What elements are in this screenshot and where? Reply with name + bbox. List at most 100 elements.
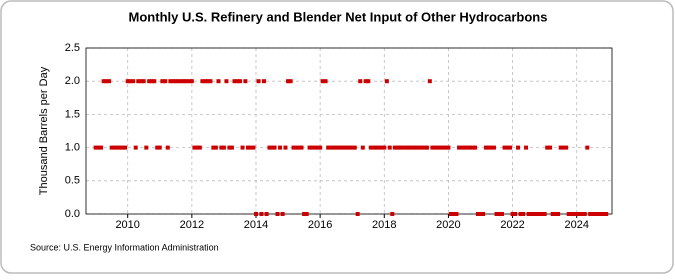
- point: [344, 145, 349, 150]
- point: [556, 212, 561, 216]
- point: [99, 145, 104, 150]
- point: [398, 145, 403, 150]
- point: [123, 145, 128, 150]
- point: [582, 212, 587, 216]
- point: [160, 79, 165, 84]
- point: [451, 212, 456, 216]
- point: [414, 145, 419, 150]
- point: [187, 79, 192, 84]
- point: [462, 145, 467, 150]
- point: [505, 145, 510, 150]
- y-axis-label: Thousand Barrels per Day: [38, 66, 50, 195]
- point: [227, 145, 232, 150]
- point: [101, 79, 106, 84]
- point: [294, 145, 299, 150]
- point: [310, 145, 315, 150]
- point: [363, 79, 368, 84]
- point: [112, 145, 117, 150]
- point: [392, 145, 397, 150]
- point: [262, 79, 267, 84]
- point: [467, 145, 472, 150]
- y-tick-label: 1.5: [65, 108, 80, 120]
- point: [208, 79, 213, 84]
- point: [342, 145, 347, 150]
- point: [382, 145, 387, 150]
- point: [395, 145, 400, 150]
- point: [176, 79, 181, 84]
- point: [243, 79, 248, 84]
- point: [481, 212, 486, 216]
- point: [580, 212, 585, 216]
- point: [478, 212, 483, 216]
- point: [291, 145, 296, 150]
- point: [213, 145, 218, 150]
- point: [109, 145, 114, 150]
- point: [483, 145, 488, 150]
- point: [136, 79, 141, 84]
- point: [117, 145, 122, 150]
- point: [508, 145, 513, 150]
- point: [334, 145, 339, 150]
- point: [216, 79, 221, 84]
- point: [328, 145, 333, 150]
- point: [168, 79, 173, 84]
- plot-border: [85, 47, 613, 215]
- point: [416, 145, 421, 150]
- y-tick-label: 0.0: [65, 208, 80, 220]
- point: [390, 212, 395, 216]
- point: [251, 145, 256, 150]
- point: [553, 212, 558, 216]
- point: [604, 212, 609, 216]
- x-tick-label: 2022: [500, 219, 524, 231]
- point: [486, 145, 491, 150]
- point: [307, 145, 312, 150]
- point: [347, 145, 352, 150]
- point: [264, 212, 269, 216]
- point: [128, 79, 133, 84]
- point: [588, 212, 593, 216]
- source: Source: U.S. Energy Information Administ…: [30, 242, 219, 252]
- point: [229, 145, 234, 150]
- point: [256, 79, 261, 84]
- point: [224, 79, 229, 84]
- point: [366, 79, 371, 84]
- point: [211, 145, 216, 150]
- point: [537, 212, 542, 216]
- point: [376, 145, 381, 150]
- point: [360, 145, 365, 150]
- point: [577, 212, 582, 216]
- point: [200, 79, 205, 84]
- point: [304, 212, 309, 216]
- point: [572, 212, 577, 216]
- point: [275, 212, 280, 216]
- point: [232, 79, 237, 84]
- point: [326, 145, 331, 150]
- point: [473, 145, 478, 150]
- point: [141, 79, 146, 84]
- point: [318, 145, 323, 150]
- point: [315, 145, 320, 150]
- point: [221, 145, 226, 150]
- point: [267, 145, 272, 150]
- point: [197, 145, 202, 150]
- point: [411, 145, 416, 150]
- point: [272, 145, 277, 150]
- point: [566, 212, 571, 216]
- y-tick-label: 2.5: [65, 42, 80, 54]
- point: [585, 145, 590, 150]
- point: [502, 145, 507, 150]
- point: [355, 212, 360, 216]
- point: [548, 145, 553, 150]
- point: [312, 145, 317, 150]
- point: [184, 79, 189, 84]
- point: [379, 145, 384, 150]
- point: [459, 145, 464, 150]
- point: [596, 212, 601, 216]
- point: [427, 79, 432, 84]
- point: [171, 79, 176, 84]
- point: [115, 145, 120, 150]
- point: [323, 79, 328, 84]
- point: [237, 79, 242, 84]
- point: [521, 212, 526, 216]
- point: [516, 145, 521, 150]
